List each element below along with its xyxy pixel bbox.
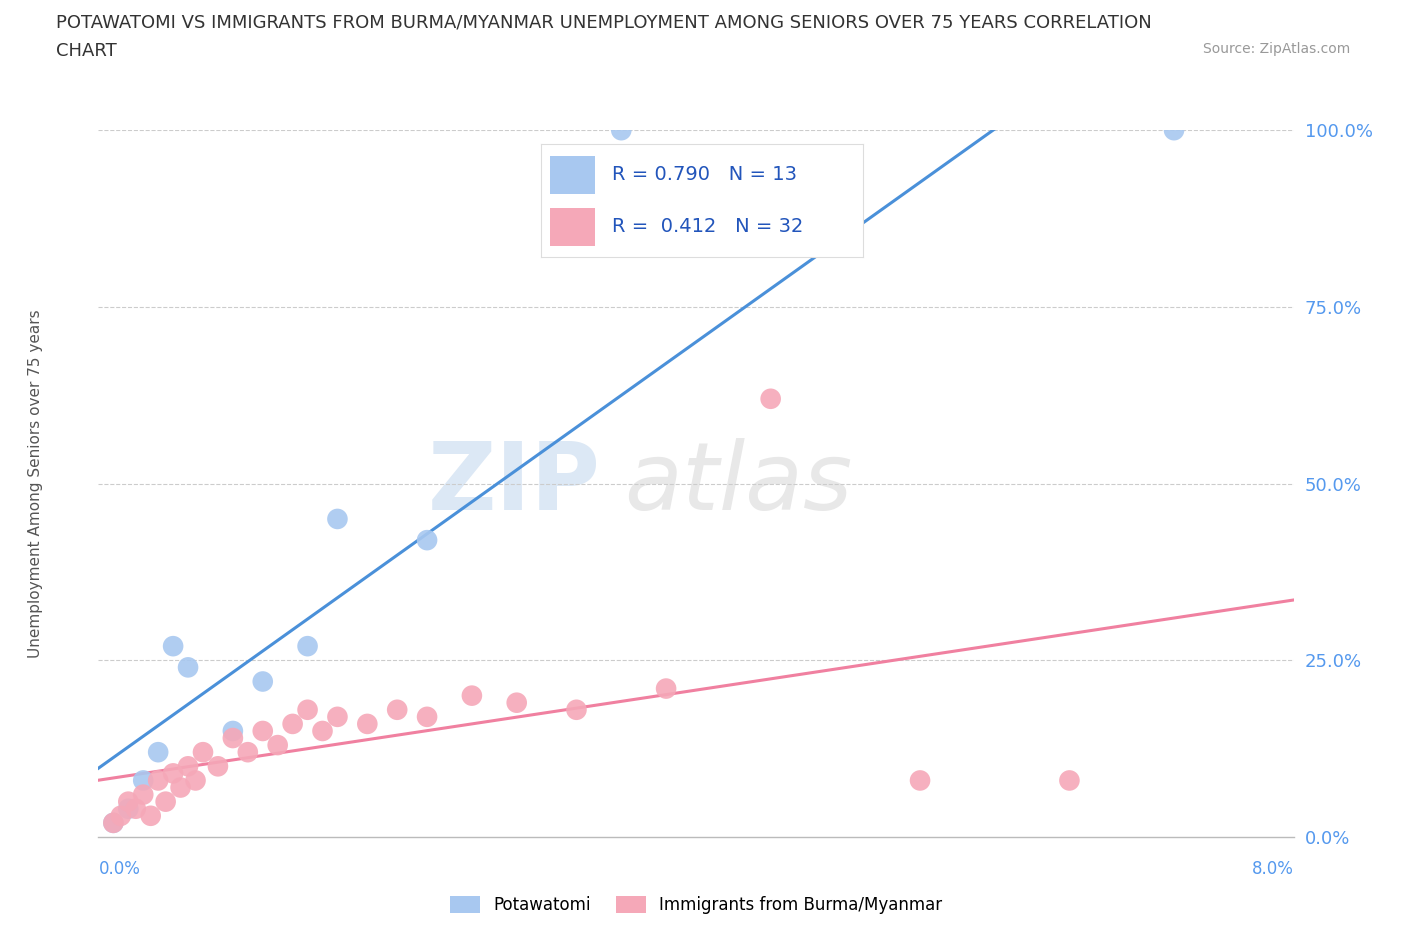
Point — [565, 702, 588, 717]
Point — [252, 724, 274, 738]
Point — [177, 660, 200, 675]
Point — [177, 759, 200, 774]
Point — [461, 688, 484, 703]
Point — [610, 123, 633, 138]
Legend: Potawatomi, Immigrants from Burma/Myanmar: Potawatomi, Immigrants from Burma/Myanma… — [443, 889, 949, 921]
Point — [162, 639, 184, 654]
Point — [908, 773, 931, 788]
Point — [148, 745, 170, 760]
Point — [162, 766, 184, 781]
Point — [148, 773, 170, 788]
Point — [155, 794, 177, 809]
Point — [191, 745, 214, 760]
Text: Source: ZipAtlas.com: Source: ZipAtlas.com — [1202, 42, 1350, 56]
Point — [117, 802, 139, 817]
Point — [207, 759, 229, 774]
Point — [759, 392, 782, 406]
Point — [110, 808, 132, 823]
Point — [281, 716, 304, 731]
Point — [169, 780, 191, 795]
Point — [132, 773, 155, 788]
Point — [267, 737, 290, 752]
Point — [297, 639, 319, 654]
Point — [416, 533, 439, 548]
Point — [326, 710, 349, 724]
Point — [326, 512, 349, 526]
Point — [222, 731, 245, 746]
Text: atlas: atlas — [624, 438, 852, 529]
Text: 0.0%: 0.0% — [98, 860, 141, 878]
Point — [506, 696, 529, 711]
Point — [236, 745, 259, 760]
Point — [125, 802, 148, 817]
Point — [1059, 773, 1081, 788]
Point — [139, 808, 162, 823]
Point — [103, 816, 125, 830]
Point — [117, 794, 139, 809]
Text: POTAWATOMI VS IMMIGRANTS FROM BURMA/MYANMAR UNEMPLOYMENT AMONG SENIORS OVER 75 Y: POTAWATOMI VS IMMIGRANTS FROM BURMA/MYAN… — [56, 14, 1152, 32]
Point — [655, 681, 678, 696]
Point — [385, 702, 409, 717]
Text: ZIP: ZIP — [427, 438, 600, 529]
Text: Unemployment Among Seniors over 75 years: Unemployment Among Seniors over 75 years — [28, 310, 42, 658]
Point — [1163, 123, 1185, 138]
Point — [356, 716, 378, 731]
Point — [222, 724, 245, 738]
Point — [311, 724, 333, 738]
Point — [184, 773, 207, 788]
Point — [416, 710, 439, 724]
Point — [103, 816, 125, 830]
Point — [132, 787, 155, 802]
Point — [252, 674, 274, 689]
Point — [297, 702, 319, 717]
Text: CHART: CHART — [56, 42, 117, 60]
Text: 8.0%: 8.0% — [1251, 860, 1294, 878]
